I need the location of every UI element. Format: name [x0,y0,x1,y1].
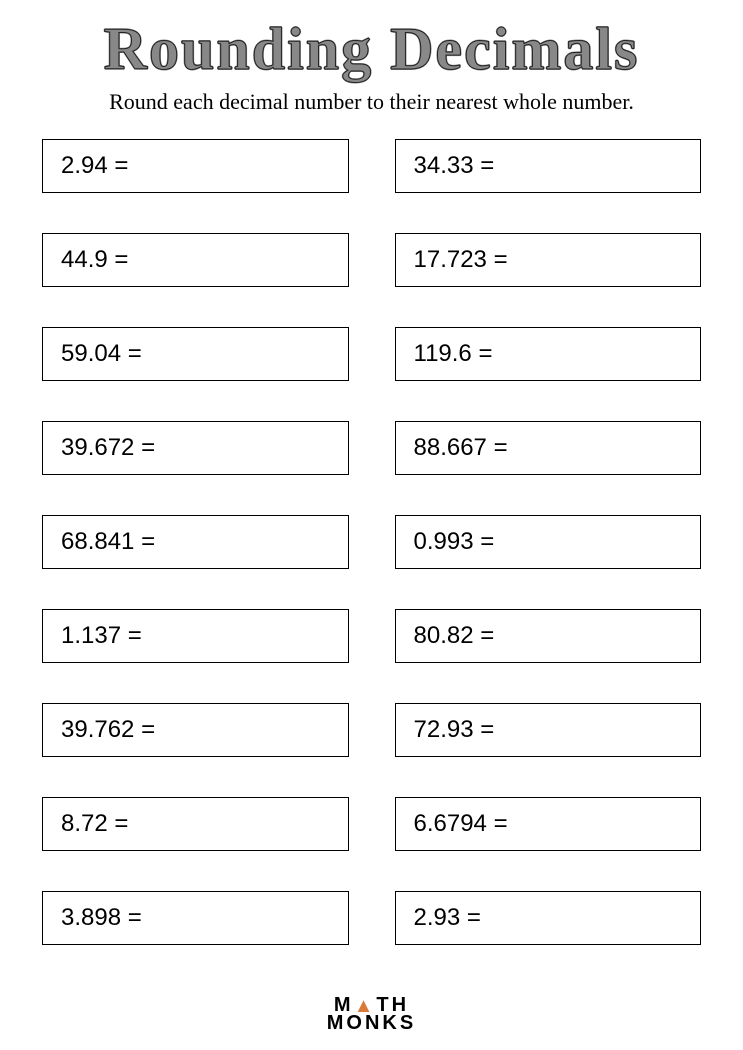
triangle-icon: ▲ [354,997,377,1015]
problem-cell[interactable]: 3.898 = [42,891,349,945]
problem-cell[interactable]: 68.841 = [42,515,349,569]
problem-cell[interactable]: 0.993 = [395,515,702,569]
instructions-text: Round each decimal number to their neare… [30,89,713,115]
worksheet-page: Rounding Decimals Round each decimal num… [0,0,743,945]
problem-cell[interactable]: 39.672 = [42,421,349,475]
problem-cell[interactable]: 72.93 = [395,703,702,757]
problem-cell[interactable]: 8.72 = [42,797,349,851]
problem-cell[interactable]: 17.723 = [395,233,702,287]
problem-cell[interactable]: 34.33 = [395,139,702,193]
problem-cell[interactable]: 2.93 = [395,891,702,945]
page-title: Rounding Decimals [30,18,713,81]
brand-logo: M▲TH MONKS [0,996,743,1032]
problem-cell[interactable]: 59.04 = [42,327,349,381]
problem-cell[interactable]: 39.762 = [42,703,349,757]
problem-cell[interactable]: 2.94 = [42,139,349,193]
problem-cell[interactable]: 1.137 = [42,609,349,663]
problem-cell[interactable]: 88.667 = [395,421,702,475]
problem-cell[interactable]: 44.9 = [42,233,349,287]
problem-cell[interactable]: 6.6794 = [395,797,702,851]
problem-cell[interactable]: 119.6 = [395,327,702,381]
logo-line1: M▲TH [0,996,743,1014]
problem-cell[interactable]: 80.82 = [395,609,702,663]
problems-grid: 2.94 = 34.33 = 44.9 = 17.723 = 59.04 = 1… [30,139,713,945]
